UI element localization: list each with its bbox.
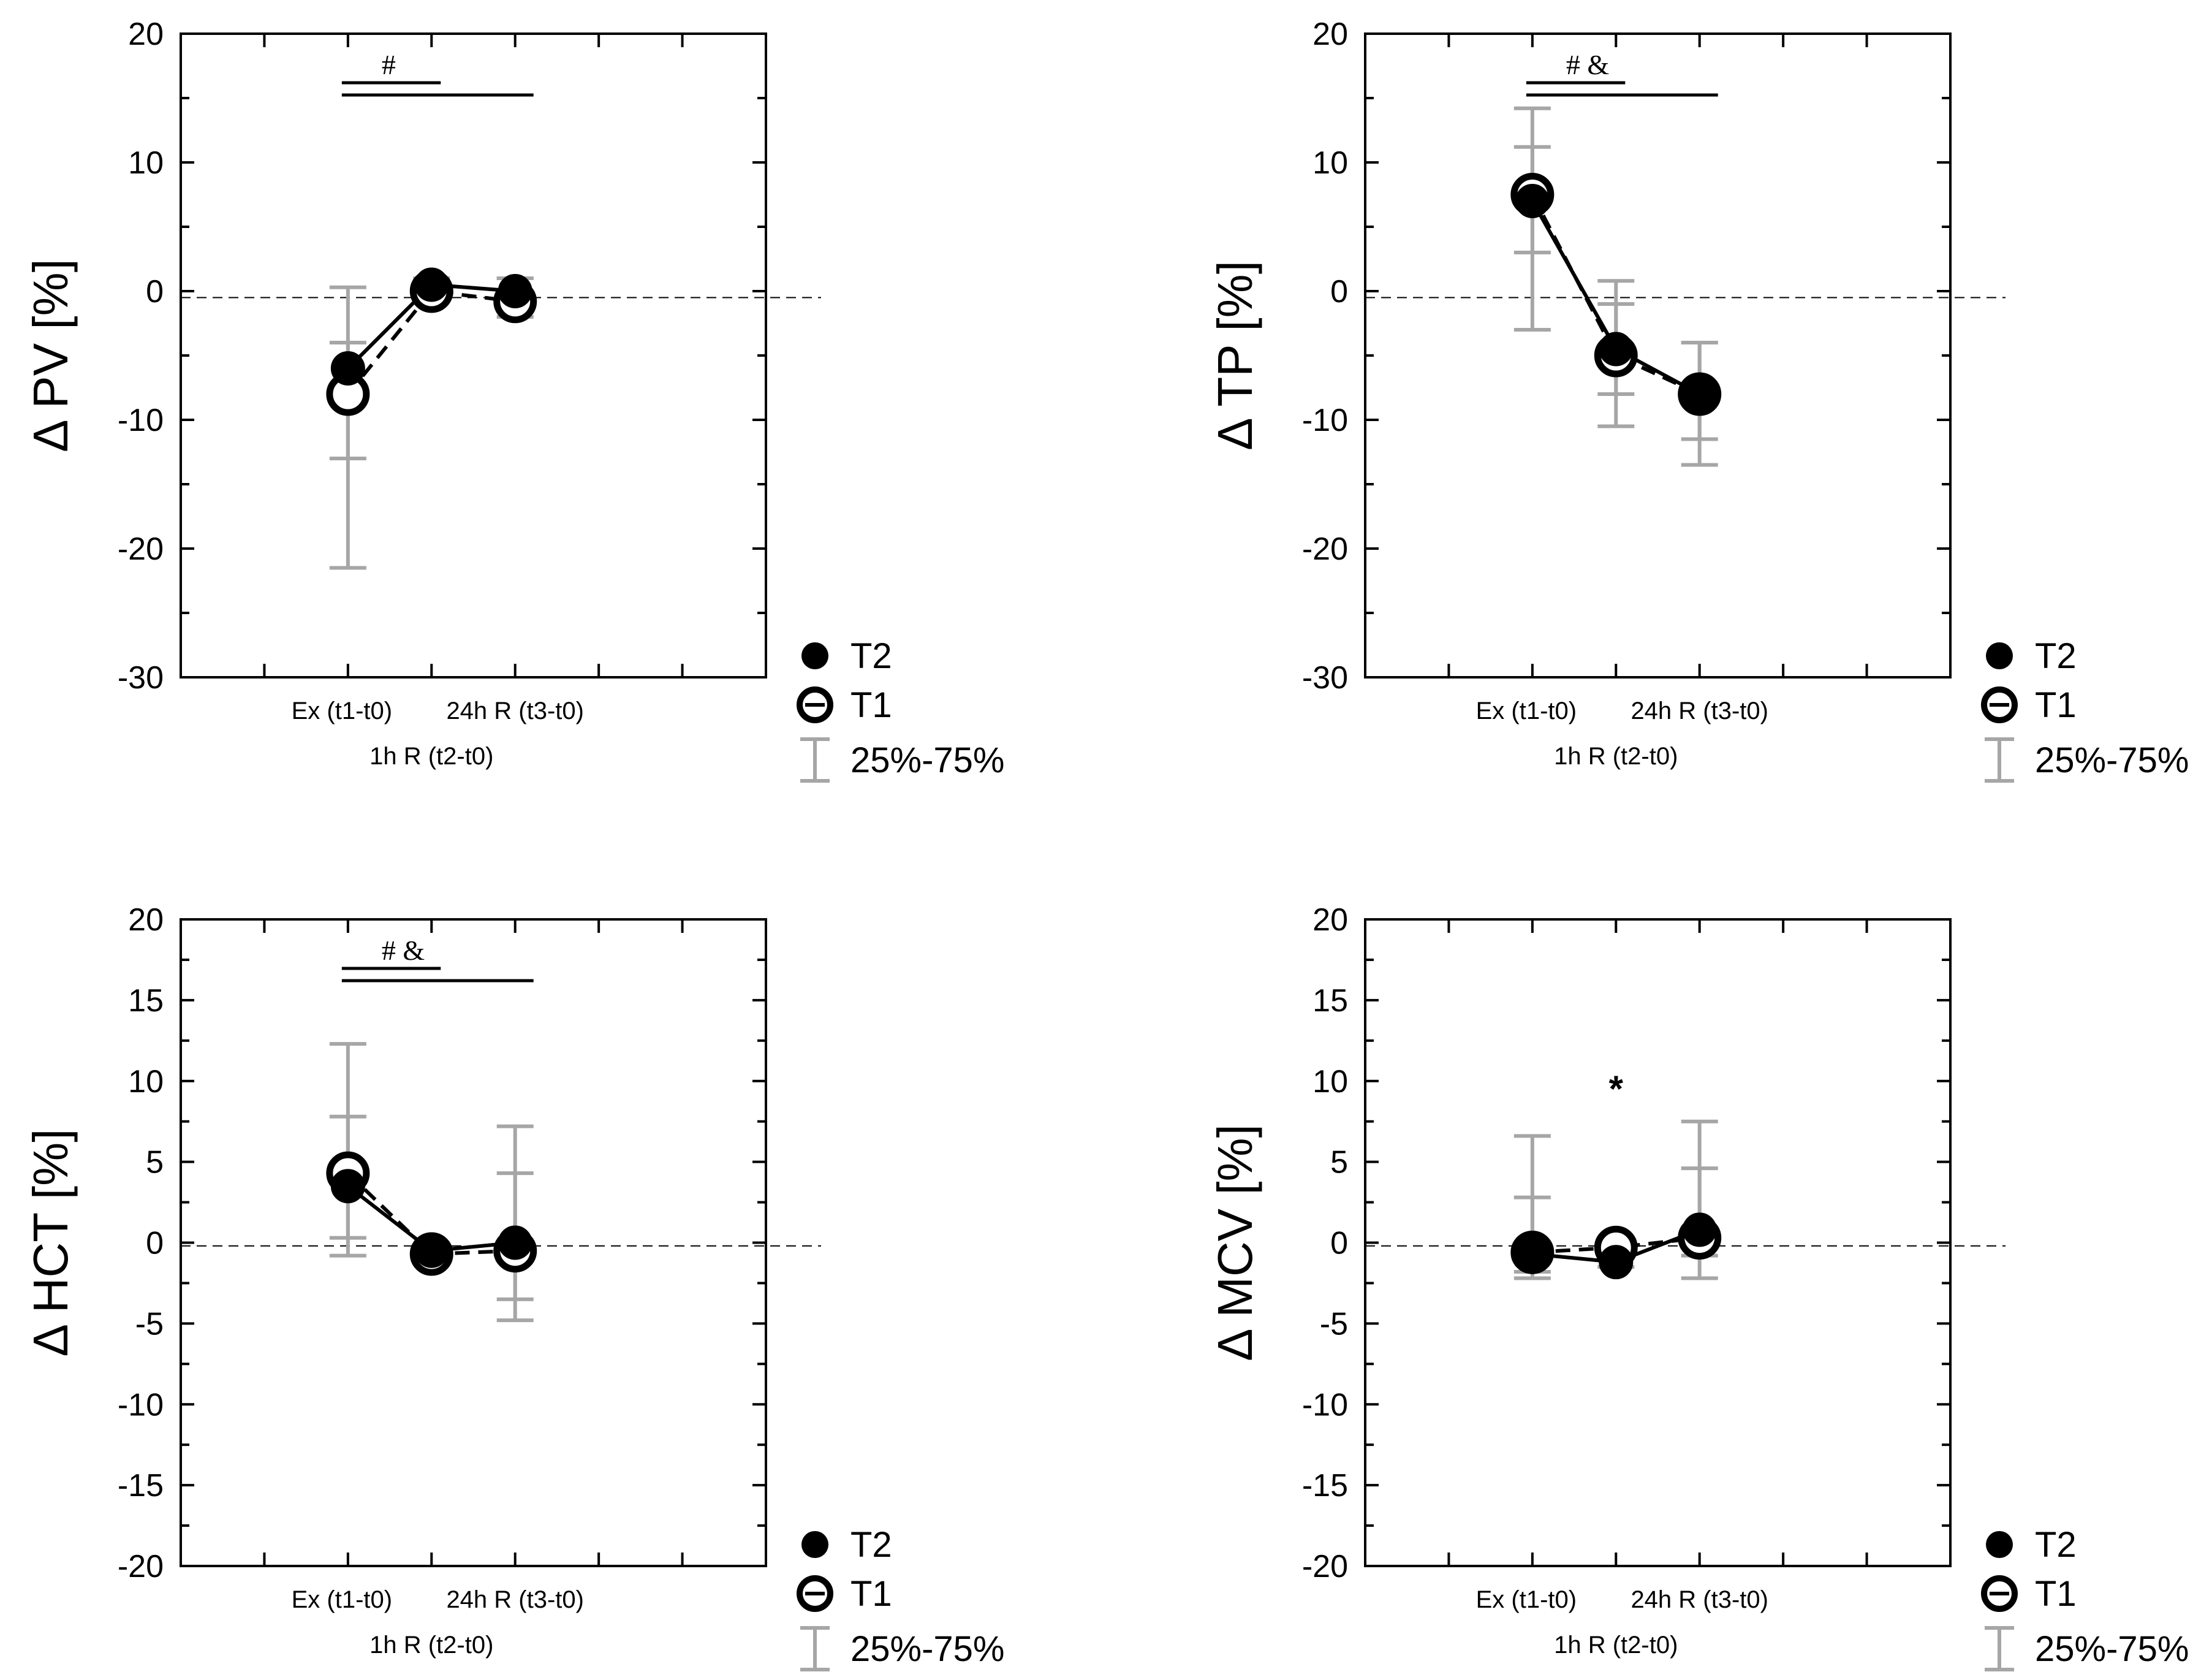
x-tick-label-24h: 24h R (t3-t0) <box>446 1586 584 1613</box>
y-tick-label: 0 <box>146 1226 164 1261</box>
legend-label-t2: T2 <box>850 1525 892 1565</box>
point-t2 <box>1682 377 1717 411</box>
y-tick-label: -15 <box>1302 1468 1348 1503</box>
chart-panel-tp: 20 10 0 -10 -20 -30 Δ TP [%] Ex (t1-t0) 24h R (t… <box>1208 17 2189 783</box>
series-line-t1 <box>1531 194 1700 396</box>
y-tick-label: 10 <box>128 145 164 181</box>
point-t2 <box>1599 332 1634 367</box>
y-tick-label: 20 <box>128 902 164 938</box>
plot-frame <box>180 918 767 1567</box>
chart-panel-pv: 20 10 0 -10 -20 -30 Δ PV [%] Ex (t1-t0) 24h R (t… <box>23 17 1004 783</box>
legend-label-t1: T1 <box>2035 1574 2077 1614</box>
series-line-t1 <box>346 1171 515 1256</box>
legend-label-t2: T2 <box>850 636 892 676</box>
y-axis-label: Δ HCT [%] <box>23 1128 78 1356</box>
point-t2 <box>498 274 532 308</box>
legend-label-range: 25%-75% <box>850 740 1004 780</box>
y-axis-label: Δ TP [%] <box>1208 260 1262 450</box>
legend-label-t1: T1 <box>2035 685 2077 725</box>
y-tick-label: -30 <box>1302 660 1348 696</box>
plot-frame <box>180 32 767 678</box>
y-tick-label: 20 <box>1312 17 1348 52</box>
y-tick-label: -10 <box>118 403 164 438</box>
y-tick-label: 15 <box>1312 983 1348 1019</box>
x-tick-label-1h: 1h R (t2-t0) <box>1554 743 1678 770</box>
y-tick-label: -20 <box>118 531 164 567</box>
significance-label: # <box>382 49 396 80</box>
y-tick-label: 0 <box>1330 274 1348 310</box>
y-tick-label: -30 <box>118 660 164 696</box>
legend-label-range: 25%-75% <box>2035 740 2189 780</box>
chart-panel-hct: 20 15 10 5 0 -5 -10 -15 -20 Δ HCT [%] Ex (t1-t0) 24… <box>23 902 1004 1671</box>
x-tick-label-ex: Ex (t1-t0) <box>1476 1586 1577 1613</box>
point-t2 <box>1682 1212 1717 1247</box>
y-tick-label: -5 <box>1320 1306 1348 1342</box>
legend-label-range: 25%-75% <box>850 1629 1004 1669</box>
legend-label-t2: T2 <box>2035 636 2077 676</box>
y-tick-label: 10 <box>1312 1064 1348 1100</box>
x-tick-label-ex: Ex (t1-t0) <box>1476 697 1577 724</box>
legend-label-t1: T1 <box>850 1574 892 1614</box>
point-t2 <box>414 267 449 302</box>
series-line-t1 <box>346 289 516 395</box>
y-tick-label: 5 <box>146 1145 164 1180</box>
y-tick-label: 15 <box>128 983 164 1019</box>
x-tick-label-24h: 24h R (t3-t0) <box>1631 1586 1768 1613</box>
y-tick-label: -20 <box>118 1549 164 1584</box>
chart-panel-mcv: 20 15 10 5 0 -5 -10 -15 -20 Δ MCV [%] Ex (t1-t0) 24… <box>1208 902 2189 1671</box>
y-tick-label: -15 <box>118 1468 164 1503</box>
legend-marker-t2 <box>1986 1531 2013 1558</box>
y-axis-label: Δ MCV [%] <box>1208 1124 1262 1361</box>
point-t2 <box>330 351 365 386</box>
x-tick-label-24h: 24h R (t3-t0) <box>446 697 584 724</box>
y-tick-label: 20 <box>1312 902 1348 938</box>
significance-label: # & <box>1566 49 1609 80</box>
point-t2 <box>498 1225 532 1260</box>
x-tick-label-ex: Ex (t1-t0) <box>292 1586 392 1613</box>
legend-label-t2: T2 <box>2035 1525 2077 1565</box>
y-tick-label: 0 <box>1330 1226 1348 1261</box>
y-tick-label: -10 <box>118 1387 164 1423</box>
significance-label: # & <box>382 935 425 966</box>
legend-marker-t2 <box>801 642 828 669</box>
y-tick-label: 10 <box>128 1064 164 1100</box>
x-tick-label-1h: 1h R (t2-t0) <box>369 743 493 770</box>
point-t2 <box>1599 1245 1634 1280</box>
legend-marker-t2 <box>1986 642 2013 669</box>
x-tick-label-1h: 1h R (t2-t0) <box>1554 1632 1678 1659</box>
y-tick-label: -5 <box>135 1306 164 1342</box>
legend-label-t1: T1 <box>850 685 892 725</box>
point-t2 <box>1515 1236 1550 1271</box>
point-t2 <box>414 1233 449 1268</box>
y-tick-label: 5 <box>1330 1145 1348 1180</box>
annotation-star: * <box>1609 1068 1624 1109</box>
point-t2 <box>330 1169 365 1204</box>
y-tick-label: -20 <box>1302 1549 1348 1584</box>
point-t2 <box>1515 184 1550 218</box>
plot-frame <box>1364 32 1952 678</box>
y-tick-label: 0 <box>146 274 164 310</box>
legend-label-range: 25%-75% <box>2035 1629 2189 1669</box>
x-tick-label-24h: 24h R (t3-t0) <box>1631 697 1768 724</box>
y-tick-label: -10 <box>1302 403 1348 438</box>
y-tick-label: 10 <box>1312 145 1348 181</box>
y-tick-label: -10 <box>1302 1387 1348 1423</box>
y-axis-label: Δ PV [%] <box>23 259 78 452</box>
y-tick-label: -20 <box>1302 531 1348 567</box>
legend-marker-t2 <box>801 1531 828 1558</box>
x-tick-label-ex: Ex (t1-t0) <box>292 697 392 724</box>
y-tick-label: 20 <box>128 17 164 52</box>
x-tick-label-1h: 1h R (t2-t0) <box>369 1632 493 1659</box>
